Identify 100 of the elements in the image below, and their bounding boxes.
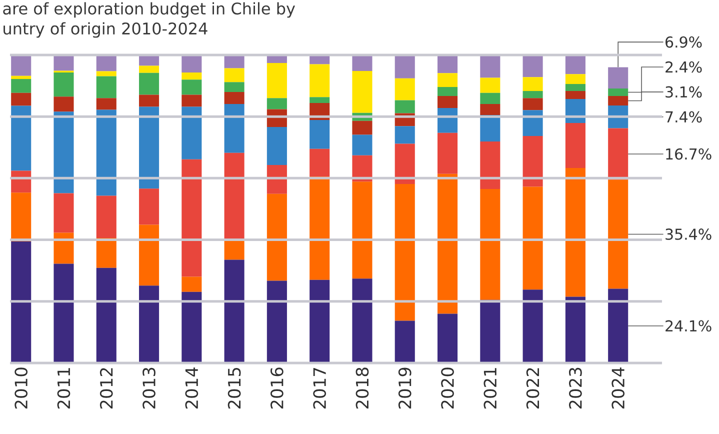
- bar: [608, 96, 628, 106]
- bar: [565, 54, 586, 74]
- x-tick-label: 2023: [569, 368, 582, 409]
- bar: [480, 142, 500, 189]
- x-tick-label: 2015: [228, 368, 241, 409]
- bar: [352, 182, 372, 279]
- bar: [437, 174, 458, 314]
- bar: [522, 186, 543, 290]
- bar: [394, 144, 415, 184]
- x-tick-label: 2010: [14, 368, 28, 409]
- bar: [310, 120, 330, 149]
- bar: [352, 120, 372, 135]
- bar: [480, 115, 500, 142]
- bar: [139, 106, 160, 189]
- bar: [182, 54, 202, 73]
- bar: [182, 292, 202, 363]
- chart-title: are of exploration budget in Chile by: [3, 2, 296, 18]
- bar: [224, 82, 244, 92]
- bar: [352, 71, 372, 113]
- bar: [480, 54, 500, 78]
- bar: [352, 54, 372, 72]
- bar: [522, 98, 543, 110]
- bar: [394, 126, 415, 144]
- bar: [182, 80, 202, 95]
- bar: [96, 196, 116, 238]
- bar: [224, 68, 244, 82]
- bar: [522, 290, 543, 363]
- bar: [139, 188, 160, 225]
- bar: [608, 180, 628, 289]
- data-label: 24.1%: [666, 320, 712, 332]
- bar: [310, 97, 330, 104]
- x-tick-label: 2017: [313, 368, 326, 409]
- bar: [352, 278, 372, 363]
- bar: [96, 98, 116, 110]
- bar: [437, 54, 458, 74]
- bar: [182, 72, 202, 80]
- bar: [522, 110, 543, 136]
- bar: [54, 193, 74, 233]
- bar: [266, 127, 287, 165]
- bar: [96, 76, 116, 98]
- bar: [437, 96, 458, 108]
- bar: [352, 155, 372, 182]
- bar: [182, 276, 202, 292]
- bar: [54, 54, 74, 71]
- bar: [522, 91, 543, 98]
- bar: [565, 168, 586, 297]
- bar: [54, 112, 74, 194]
- bar: [310, 148, 330, 177]
- bar: [96, 268, 116, 363]
- bar: [266, 194, 287, 281]
- bar: [139, 72, 160, 95]
- bar: [11, 92, 32, 106]
- bar: [96, 110, 116, 196]
- bar: [139, 54, 160, 66]
- x-tick-label: 2020: [441, 368, 454, 409]
- bar: [310, 64, 330, 98]
- bar: [266, 280, 287, 363]
- x-tick-label: 2013: [142, 368, 156, 409]
- bar: [224, 104, 244, 153]
- bar: [54, 264, 74, 363]
- bar: [11, 54, 32, 76]
- bar: [96, 54, 116, 72]
- x-tick-label: 2021: [484, 368, 497, 409]
- data-label: 6.9%: [666, 36, 702, 48]
- bar: [565, 84, 586, 92]
- bar: [224, 54, 244, 68]
- bar: [224, 92, 244, 104]
- bar: [480, 78, 500, 93]
- x-tick-label: 2019: [398, 368, 412, 409]
- bar: [11, 106, 32, 171]
- bar: [522, 54, 543, 78]
- bar: [139, 94, 160, 107]
- bar: [437, 87, 458, 96]
- bar: [224, 152, 244, 239]
- data-label: 35.4%: [666, 228, 712, 240]
- bar: [96, 71, 116, 76]
- bar: [480, 92, 500, 104]
- bar: [437, 108, 458, 133]
- bar: [310, 280, 330, 363]
- x-tick-label: 2016: [270, 368, 284, 409]
- bar: [437, 132, 458, 174]
- bar: [565, 123, 586, 168]
- x-tick-label: 2022: [526, 368, 540, 409]
- bar: [54, 232, 74, 264]
- bar: [266, 98, 287, 110]
- bar: [54, 72, 74, 97]
- x-tick-label: 2018: [356, 368, 369, 409]
- bar: [480, 188, 500, 300]
- bar: [310, 176, 330, 280]
- bar: [11, 192, 32, 242]
- bar: [480, 300, 500, 363]
- bar: [139, 224, 160, 286]
- bar: [565, 74, 586, 84]
- bar: [394, 54, 415, 78]
- bar: [96, 238, 116, 268]
- data-label: 7.4%: [666, 111, 702, 123]
- bar: [394, 78, 415, 100]
- bar: [565, 91, 586, 100]
- bar: [11, 76, 32, 80]
- bar: [139, 286, 160, 363]
